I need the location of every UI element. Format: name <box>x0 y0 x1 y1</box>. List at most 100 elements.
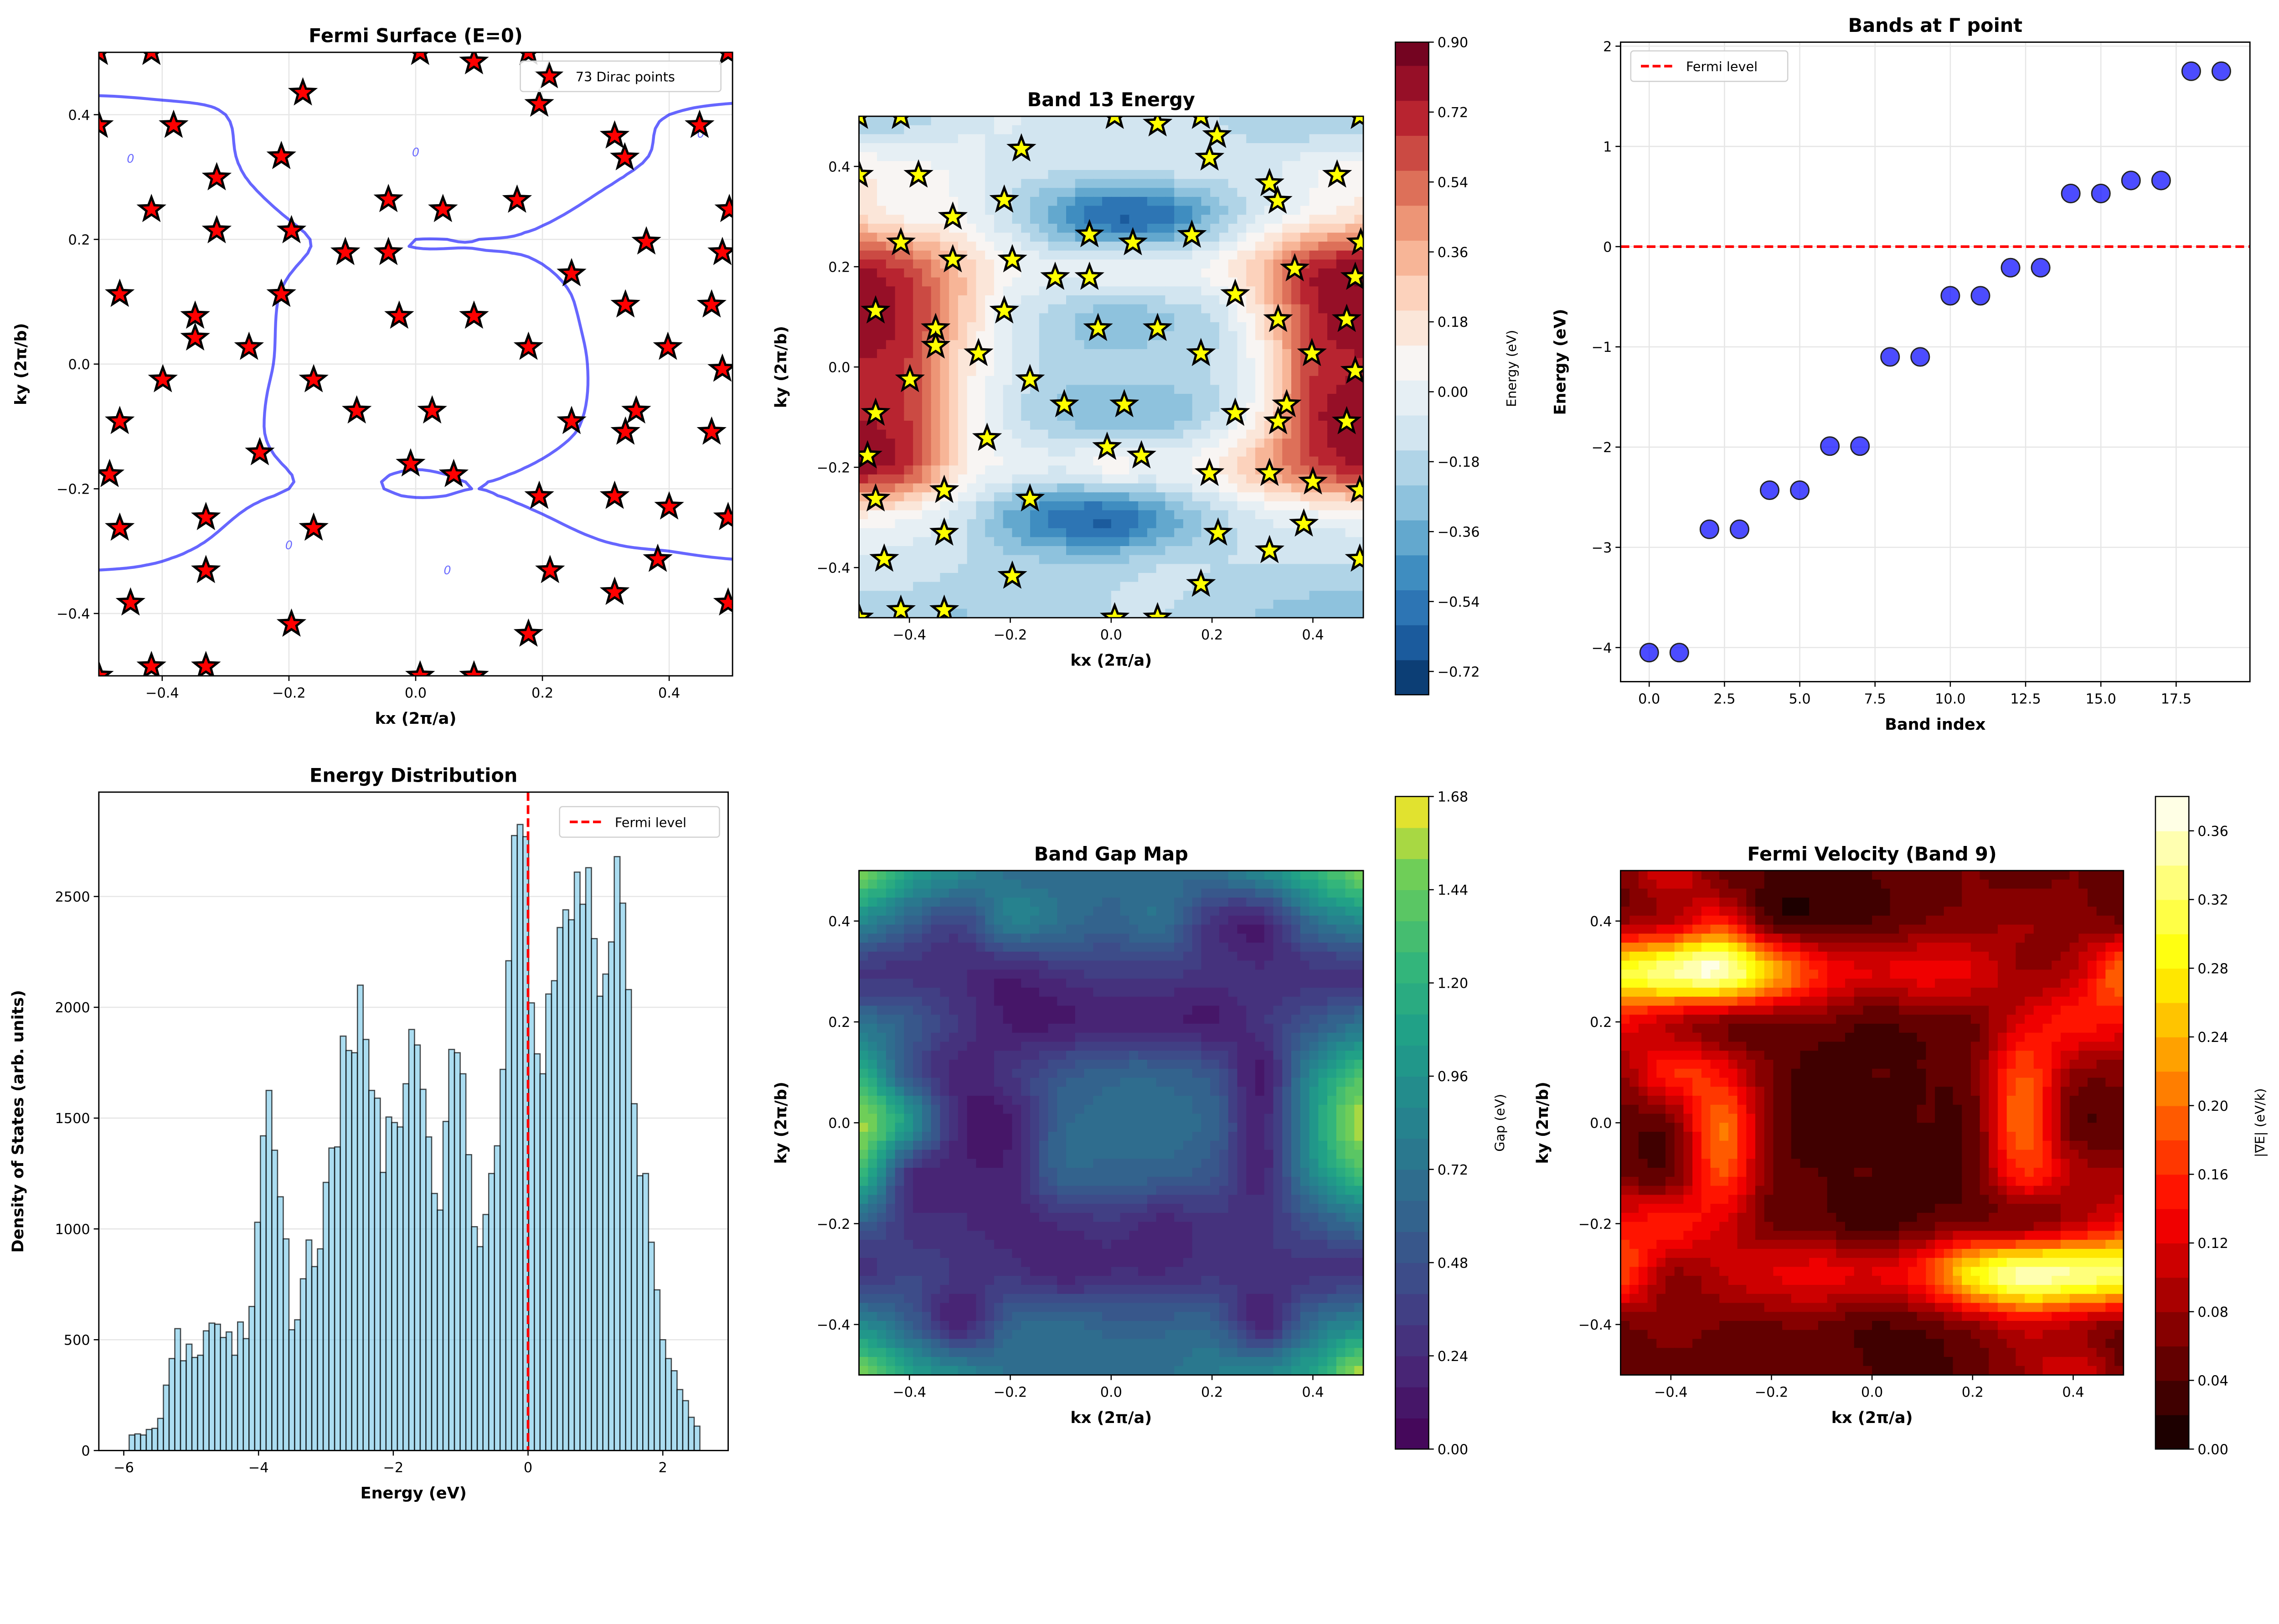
heatmap-cell <box>1066 1041 1076 1052</box>
heatmap-cell <box>1138 599 1148 609</box>
heatmap-cell <box>1102 492 1112 502</box>
heatmap-cell <box>1282 537 1292 547</box>
heatmap-cell <box>1228 1032 1238 1042</box>
heatmap-cell <box>1210 421 1220 430</box>
heatmap-cell <box>1003 242 1013 252</box>
heatmap-cell <box>1336 116 1346 126</box>
heatmap-cell <box>967 528 977 538</box>
heatmap-cell <box>1156 879 1166 889</box>
heatmap-cell <box>985 608 995 618</box>
heatmap-cell <box>1093 152 1103 162</box>
heatmap-cell <box>1174 447 1184 457</box>
heatmap-cell <box>1138 152 1148 162</box>
heatmap-cell <box>949 1005 959 1016</box>
heatmap-cell <box>1228 951 1238 961</box>
heatmap-cell <box>859 996 869 1006</box>
heatmap-cell <box>1066 223 1076 233</box>
heatmap-cell <box>1075 456 1085 466</box>
heatmap-cell <box>1282 277 1292 287</box>
histogram-bar <box>619 902 626 1451</box>
heatmap-cell <box>1165 447 1175 457</box>
heatmap-cell <box>1147 143 1157 153</box>
dirac-point-marker <box>696 416 727 445</box>
histogram-bar <box>402 1083 410 1451</box>
heatmap-cell <box>1255 438 1265 449</box>
heatmap-cell <box>1318 421 1328 430</box>
heatmap-cell <box>913 591 923 601</box>
heatmap-cell <box>1255 429 1265 439</box>
heatmap-cell <box>994 286 1004 296</box>
heatmap-cell <box>1219 555 1229 565</box>
heatmap-cell <box>1048 573 1058 583</box>
heatmap-cell <box>1309 421 1319 430</box>
heatmap-cell <box>1165 996 1175 1006</box>
heatmap-cell <box>1057 979 1067 989</box>
heatmap-cell <box>985 897 995 907</box>
heatmap-cell <box>1318 1051 1328 1061</box>
heatmap-cell <box>994 510 1004 520</box>
heatmap-cell <box>1183 143 1193 153</box>
heatmap-cell <box>904 960 914 970</box>
heatmap-cell <box>1102 1023 1112 1034</box>
heatmap-cell <box>1273 161 1283 171</box>
heatmap-cell <box>1318 215 1328 225</box>
heatmap-cell <box>1075 501 1085 511</box>
heatmap-cell <box>1201 537 1211 547</box>
heatmap-cell <box>1291 573 1301 583</box>
heatmap-cell <box>1003 979 1013 989</box>
heatmap-cell <box>1183 591 1193 601</box>
heatmap-cell <box>859 188 869 198</box>
heatmap-cell <box>868 933 878 943</box>
heatmap-cell <box>931 456 941 466</box>
heatmap-cell <box>886 286 896 296</box>
heatmap-cell <box>1147 960 1157 970</box>
heatmap-cell <box>931 907 941 917</box>
heatmap-cell <box>904 304 914 314</box>
heatmap-cell <box>1183 474 1193 484</box>
heatmap-cell <box>1300 385 1310 395</box>
heatmap-cell <box>1003 608 1013 618</box>
heatmap-cell <box>1102 125 1112 135</box>
heatmap-cell <box>877 215 887 225</box>
heatmap-cell <box>1282 465 1292 475</box>
heatmap-cell <box>1165 1023 1175 1034</box>
heatmap-cell <box>1084 421 1094 430</box>
heatmap-cell <box>994 519 1004 529</box>
heatmap-cell <box>1327 907 1337 917</box>
heatmap-cell <box>1174 1051 1184 1061</box>
heatmap-cell <box>1120 537 1130 547</box>
heatmap-cell <box>1012 385 1022 395</box>
heatmap-cell <box>1309 143 1319 153</box>
histogram-bar <box>476 1246 484 1451</box>
heatmap-cell <box>1102 394 1112 404</box>
band-energy-point <box>2121 170 2141 191</box>
heatmap-cell <box>1120 421 1130 430</box>
heatmap-cell <box>1093 564 1103 574</box>
heatmap-cell <box>1102 871 1112 881</box>
heatmap-cell <box>877 537 887 547</box>
heatmap-cell <box>976 987 986 997</box>
heatmap-cell <box>1237 206 1247 216</box>
heatmap-cell <box>895 979 905 989</box>
dirac-point-marker <box>719 52 733 65</box>
dirac-point-marker <box>938 201 968 230</box>
heatmap-cell <box>1273 116 1283 126</box>
dirac-points <box>859 116 1364 618</box>
heatmap-cell <box>985 879 995 889</box>
heatmap-cell <box>1219 582 1229 592</box>
heatmap-cell <box>868 1032 878 1042</box>
heatmap-cell <box>1210 987 1220 997</box>
heatmap-cell <box>1336 987 1346 997</box>
heatmap-cell <box>1048 438 1058 449</box>
heatmap-cell <box>1327 888 1337 898</box>
heatmap-cell <box>931 295 941 305</box>
heatmap-cell <box>904 1068 914 1078</box>
heatmap-cell <box>904 188 914 198</box>
heatmap-cell <box>913 933 923 943</box>
heatmap-cell <box>1291 188 1301 198</box>
heatmap-cell <box>1174 483 1184 493</box>
heatmap-cell <box>1093 888 1103 898</box>
heatmap-cell <box>949 161 959 171</box>
heatmap-cell <box>877 599 887 609</box>
heatmap-cell <box>976 979 986 989</box>
